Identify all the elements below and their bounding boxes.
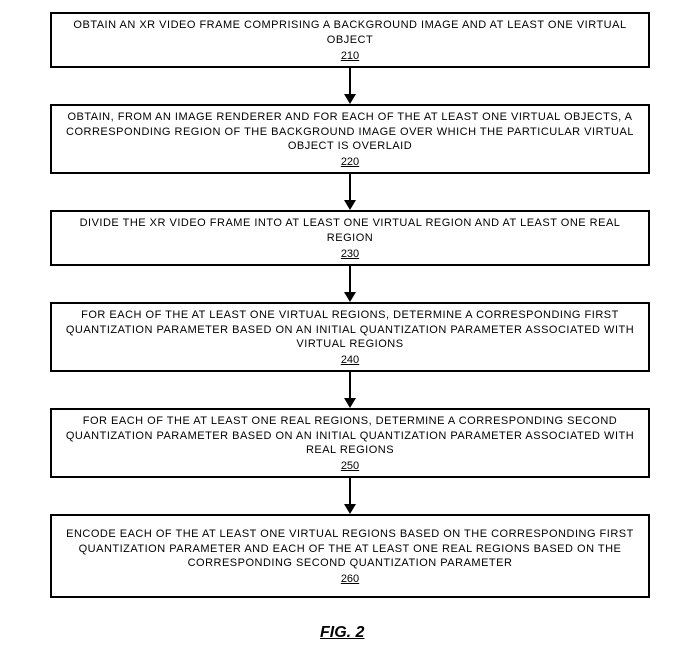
flow-step-ref: 260 [341, 573, 359, 585]
flow-step-ref: 250 [341, 460, 359, 472]
flow-step-text: FOR EACH OF THE AT LEAST ONE REAL REGION… [62, 414, 638, 459]
arrow-stem [349, 174, 351, 200]
flow-step-text: ENCODE EACH OF THE AT LEAST ONE VIRTUAL … [62, 527, 638, 572]
arrow-head-icon [344, 398, 356, 408]
arrow-head-icon [344, 200, 356, 210]
flow-step-230: DIVIDE THE XR VIDEO FRAME INTO AT LEAST … [50, 210, 650, 266]
arrow-head-icon [344, 94, 356, 104]
flow-step-220: OBTAIN, FROM AN IMAGE RENDERER AND FOR E… [50, 104, 650, 174]
flow-step-250: FOR EACH OF THE AT LEAST ONE REAL REGION… [50, 408, 650, 478]
flow-step-text: FOR EACH OF THE AT LEAST ONE VIRTUAL REG… [62, 308, 638, 353]
flow-step-text: DIVIDE THE XR VIDEO FRAME INTO AT LEAST … [62, 216, 638, 246]
arrow-stem [349, 372, 351, 398]
flow-step-210: OBTAIN AN XR VIDEO FRAME COMPRISING A BA… [50, 12, 650, 68]
flow-step-240: FOR EACH OF THE AT LEAST ONE VIRTUAL REG… [50, 302, 650, 372]
flow-step-text: OBTAIN AN XR VIDEO FRAME COMPRISING A BA… [62, 18, 638, 48]
arrow-head-icon [344, 292, 356, 302]
arrow-head-icon [344, 504, 356, 514]
arrow-stem [349, 266, 351, 292]
flow-step-ref: 230 [341, 248, 359, 260]
flowchart-canvas: OBTAIN AN XR VIDEO FRAME COMPRISING A BA… [0, 0, 700, 668]
arrow-stem [349, 68, 351, 94]
flow-step-ref: 220 [341, 156, 359, 168]
arrow-stem [349, 478, 351, 504]
flow-step-text: OBTAIN, FROM AN IMAGE RENDERER AND FOR E… [62, 110, 638, 155]
flow-step-ref: 210 [341, 50, 359, 62]
flow-step-ref: 240 [341, 354, 359, 366]
figure-label: FIG. 2 [320, 624, 364, 642]
flow-step-260: ENCODE EACH OF THE AT LEAST ONE VIRTUAL … [50, 514, 650, 598]
